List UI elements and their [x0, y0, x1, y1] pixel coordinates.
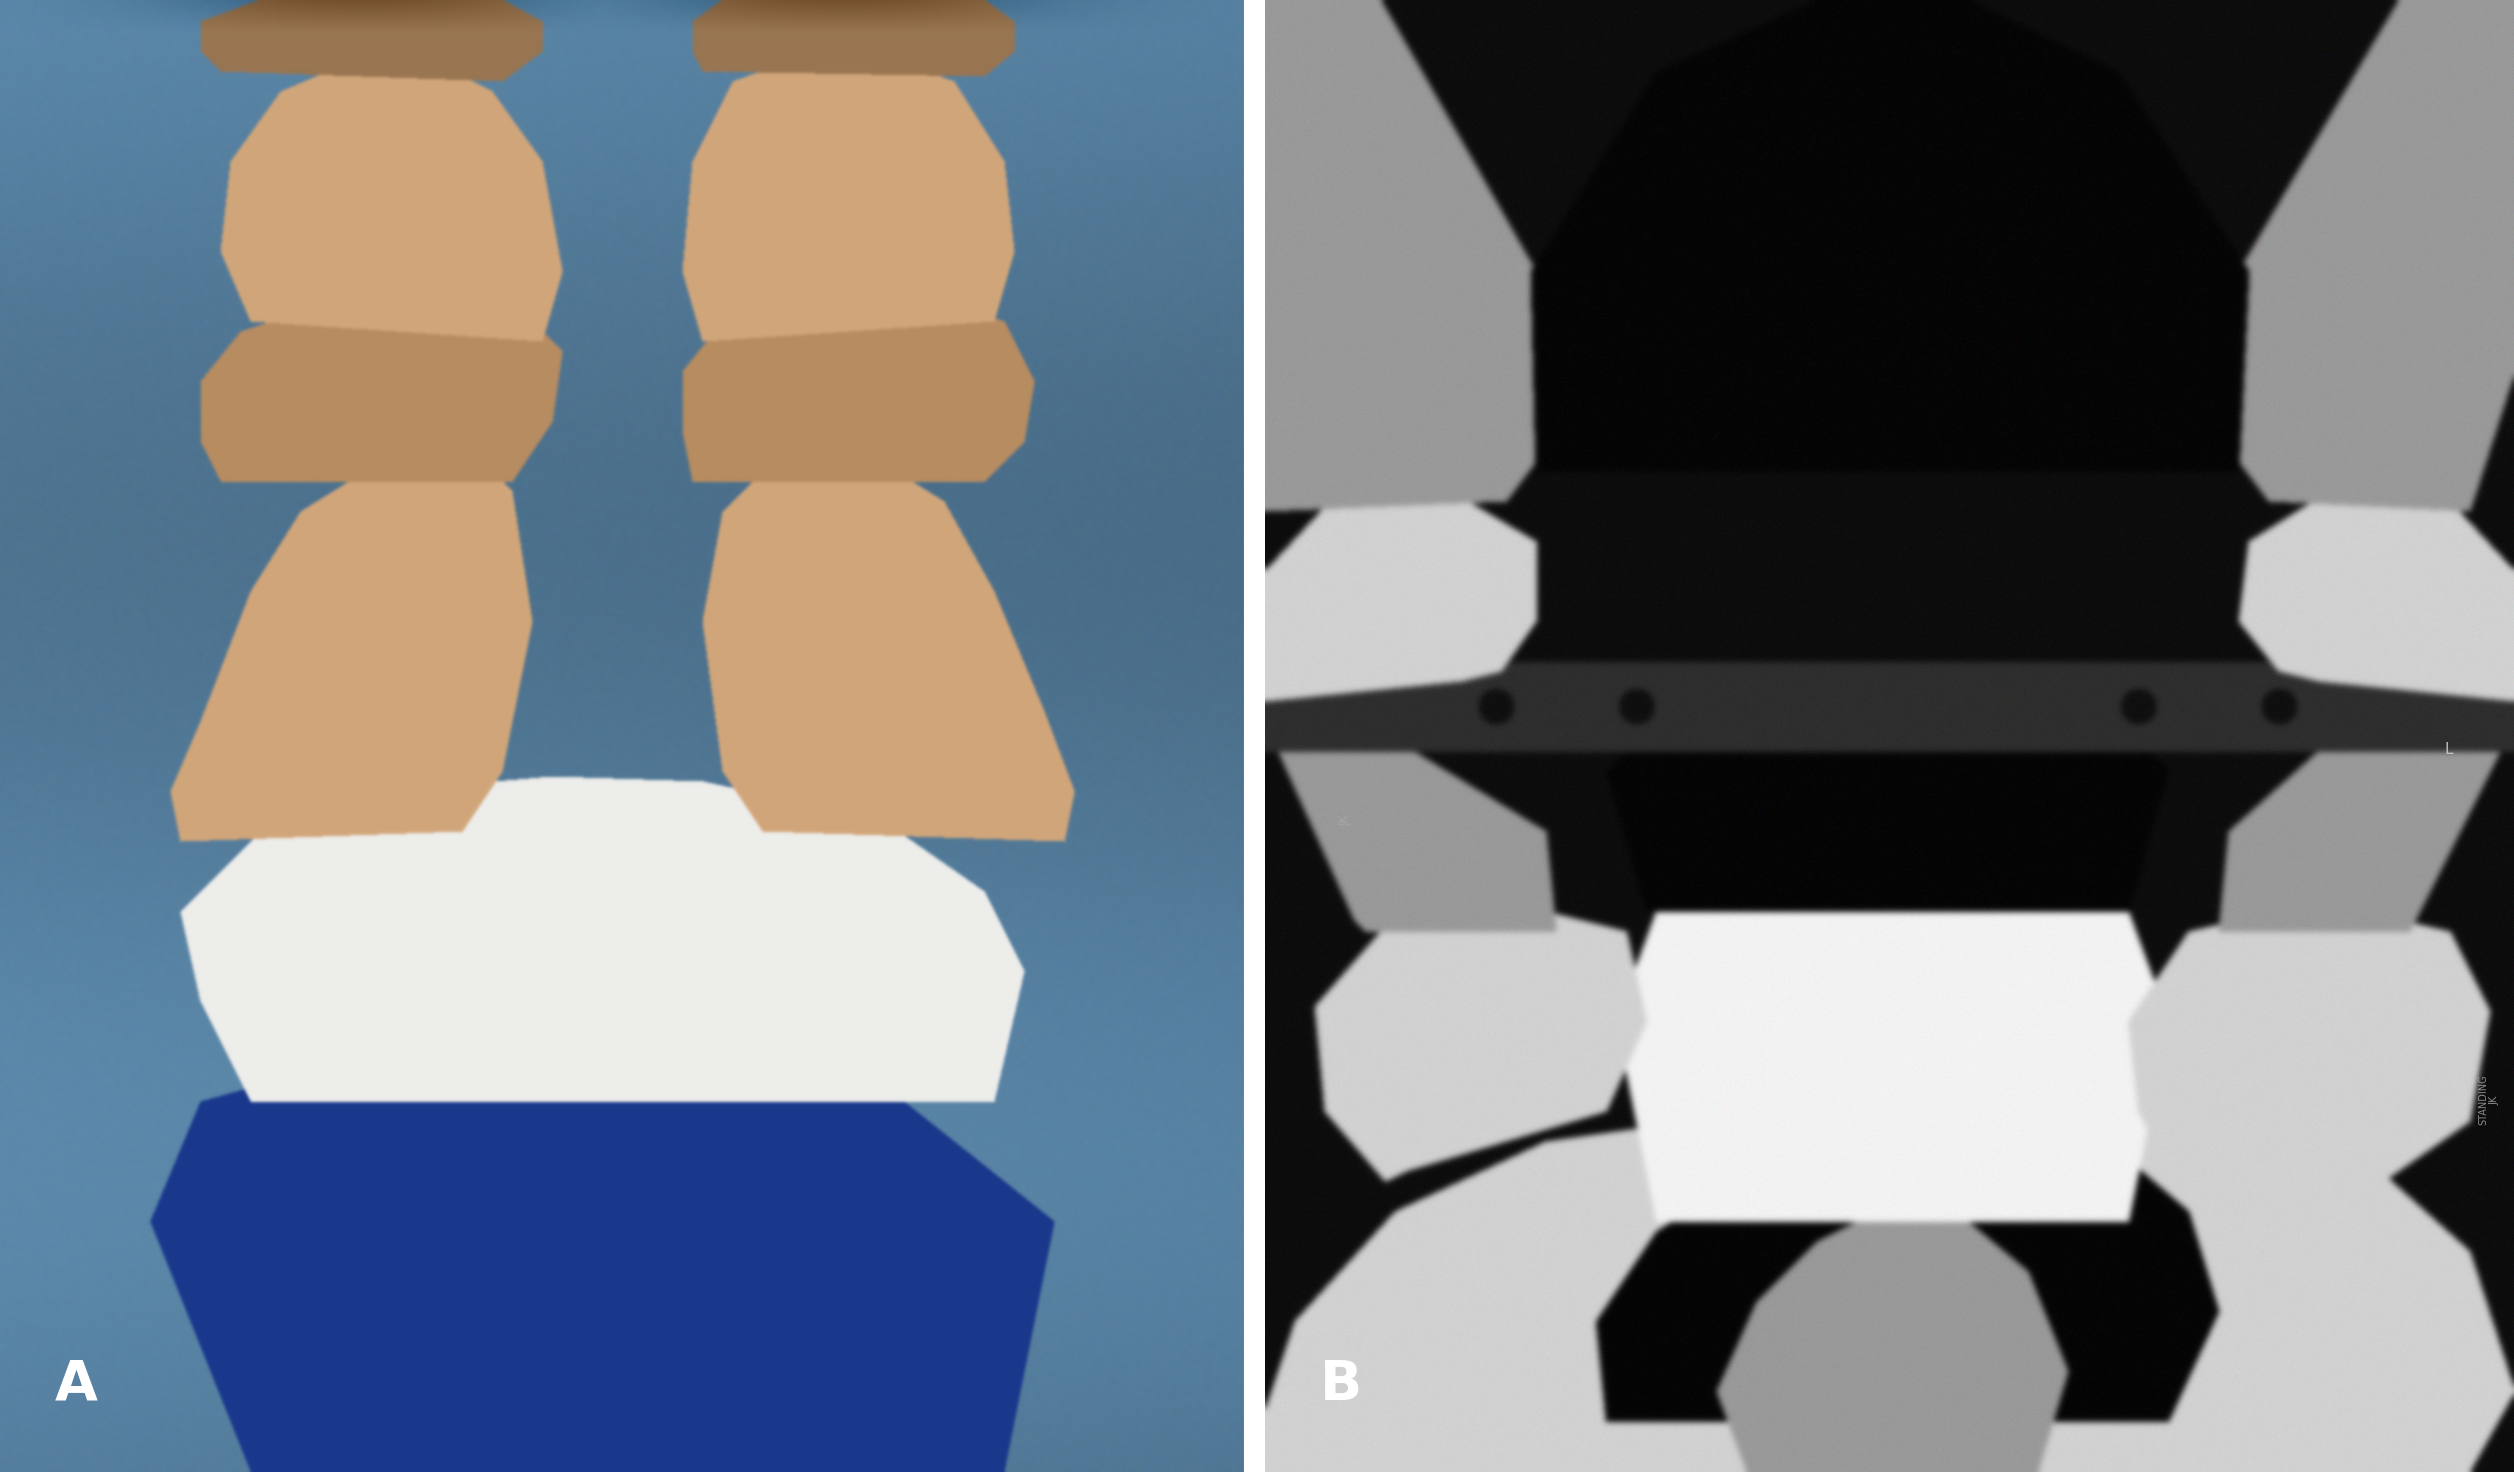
Text: A: A [55, 1359, 98, 1412]
Text: JK: JK [1337, 814, 1353, 826]
Text: STANDING
JK: STANDING JK [2479, 1075, 2499, 1125]
Text: B: B [1320, 1359, 1363, 1412]
Text: L: L [2444, 742, 2454, 758]
